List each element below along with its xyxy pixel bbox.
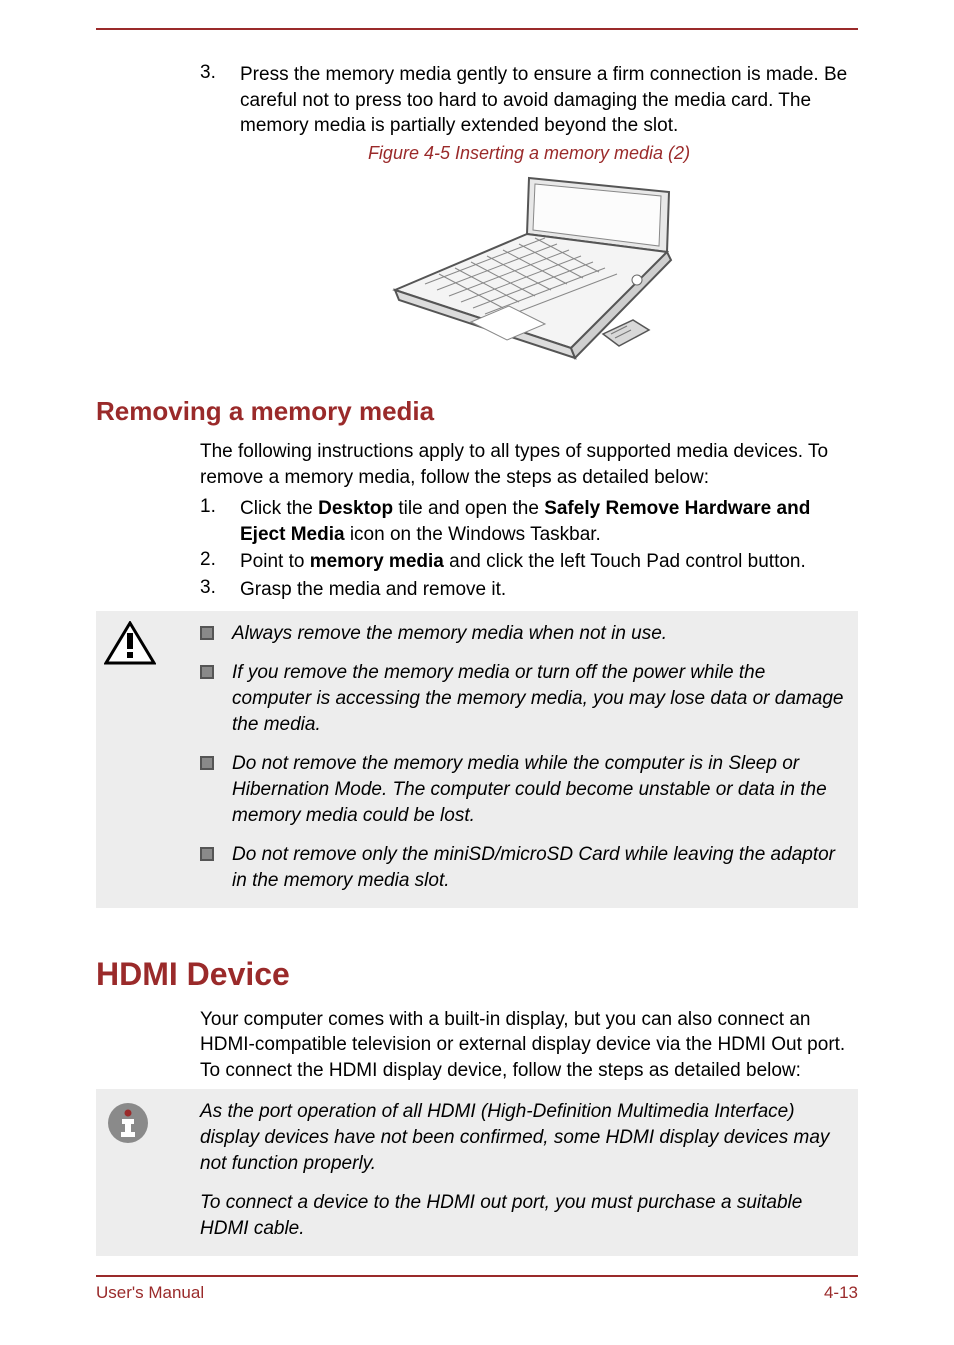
bullet-text: Always remove the memory media when not …: [232, 621, 667, 647]
step-text: Grasp the media and remove it.: [240, 577, 506, 603]
laptop-illustration: [359, 172, 699, 372]
t: Point to: [240, 551, 310, 572]
step-number: 3.: [200, 62, 240, 139]
icon-column: [96, 1099, 188, 1241]
warning-bullet: Do not remove the memory media while the…: [200, 751, 846, 828]
step-text: Press the memory media gently to ensure …: [240, 62, 858, 139]
page-footer: User's Manual 4-13: [96, 1275, 858, 1303]
step-number: 2.: [200, 549, 240, 575]
hdmi-intro: Your computer comes with a built-in disp…: [200, 1007, 858, 1084]
heading-hdmi: HDMI Device: [96, 956, 858, 993]
bullet-text: If you remove the memory media or turn o…: [232, 660, 846, 737]
square-bullet-icon: [200, 665, 214, 679]
info-paragraph: To connect a device to the HDMI out port…: [200, 1190, 846, 1241]
warning-icon: [104, 621, 156, 667]
step-number: 3.: [200, 577, 240, 603]
footer-left: User's Manual: [96, 1283, 204, 1303]
square-bullet-icon: [200, 626, 214, 640]
icon-column: [96, 621, 188, 894]
footer-right: 4-13: [824, 1283, 858, 1303]
footer-rule: [96, 1275, 858, 1277]
t: tile and open the: [393, 498, 544, 519]
warning-bullet: Do not remove only the miniSD/microSD Ca…: [200, 842, 846, 893]
removing-step-1: 1. Click the Desktop tile and open the S…: [200, 496, 858, 547]
step-text: Click the Desktop tile and open the Safe…: [240, 496, 858, 547]
info-body: As the port operation of all HDMI (High-…: [200, 1099, 846, 1241]
t: Click the: [240, 498, 318, 519]
warning-callout: Always remove the memory media when not …: [96, 611, 858, 908]
top-rule: [96, 28, 858, 30]
t: memory media: [310, 551, 444, 572]
removing-step-2: 2. Point to memory media and click the l…: [200, 549, 858, 575]
removing-step-3: 3. Grasp the media and remove it.: [200, 577, 858, 603]
t: icon on the Windows Taskbar.: [345, 524, 601, 545]
figure-caption: Figure 4-5 Inserting a memory media (2): [200, 143, 858, 164]
square-bullet-icon: [200, 847, 214, 861]
t: and click the left Touch Pad control but…: [444, 551, 806, 572]
step-3: 3. Press the memory media gently to ensu…: [200, 62, 858, 139]
warning-bullet: If you remove the memory media or turn o…: [200, 660, 846, 737]
warning-bullet: Always remove the memory media when not …: [200, 621, 846, 647]
bullet-text: Do not remove the memory media while the…: [232, 751, 846, 828]
info-callout: As the port operation of all HDMI (High-…: [96, 1089, 858, 1255]
step-text: Point to memory media and click the left…: [240, 549, 806, 575]
footer-row: User's Manual 4-13: [96, 1283, 858, 1303]
heading-removing: Removing a memory media: [96, 396, 858, 427]
content-column: 3. Press the memory media gently to ensu…: [200, 62, 858, 1256]
info-paragraph: As the port operation of all HDMI (High-…: [200, 1099, 846, 1176]
step-number: 1.: [200, 496, 240, 547]
info-icon: [104, 1099, 152, 1147]
removing-intro: The following instructions apply to all …: [200, 439, 858, 490]
warning-body: Always remove the memory media when not …: [200, 621, 846, 894]
page: 3. Press the memory media gently to ensu…: [0, 0, 954, 1345]
square-bullet-icon: [200, 756, 214, 770]
t: Desktop: [318, 498, 393, 519]
bullet-text: Do not remove only the miniSD/microSD Ca…: [232, 842, 846, 893]
